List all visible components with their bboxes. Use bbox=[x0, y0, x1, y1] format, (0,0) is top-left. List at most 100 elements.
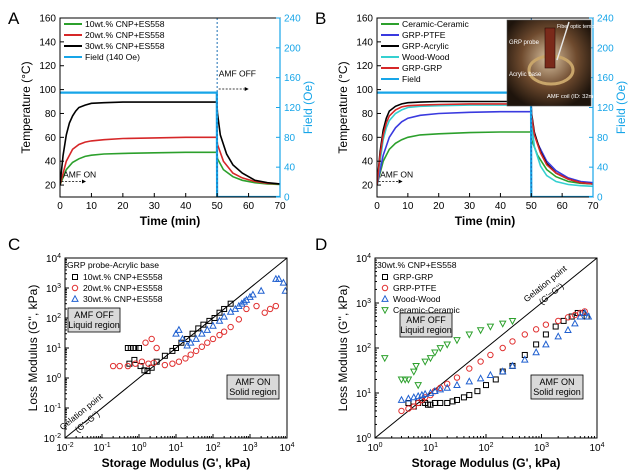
x-tick-label: 30 bbox=[149, 201, 161, 212]
legend-label: Wood-Wood bbox=[393, 294, 441, 304]
data-point-wood-wood bbox=[508, 361, 517, 369]
data-point-10wt-cnp-es558 bbox=[131, 356, 138, 363]
x-tick-label: 70 bbox=[274, 201, 286, 212]
y-tick-label: 104 bbox=[46, 253, 61, 265]
y-tick-label: 140 bbox=[356, 37, 373, 48]
x-tick-label: 0 bbox=[374, 201, 380, 212]
annotation-amf-on: AMF ON bbox=[380, 169, 413, 179]
y-tick-label: 20 bbox=[362, 181, 374, 192]
y2-tick-label: 40 bbox=[284, 163, 296, 174]
series-line-10wt-cnp-es558 bbox=[60, 151, 280, 186]
y2-tick-label: 160 bbox=[284, 73, 301, 84]
data-point-ceramic-ceramic bbox=[465, 331, 474, 339]
amf-off-arrowhead bbox=[244, 87, 249, 92]
data-point-10wt-cnp-es558 bbox=[153, 358, 160, 365]
plot-area bbox=[377, 91, 593, 197]
y-tick-label: 100 bbox=[356, 85, 373, 96]
y2-axis-label: Field (Oe) bbox=[614, 81, 628, 134]
legend-label: GRP-PTFE bbox=[393, 283, 437, 293]
data-point-ceramic-ceramic bbox=[404, 376, 413, 384]
x-tick-label: 30 bbox=[464, 201, 476, 212]
data-point-grp-ptfe bbox=[564, 314, 572, 321]
y-tick-label: 100 bbox=[39, 85, 56, 96]
data-point-grp-ptfe bbox=[437, 384, 444, 392]
data-point-grp-grp bbox=[492, 376, 499, 383]
y-tick-label: 100 bbox=[356, 433, 371, 445]
solid-region-box bbox=[530, 374, 584, 400]
data-point-10wt-cnp-es558 bbox=[161, 352, 168, 359]
liquid-region-title: AMF OFF bbox=[74, 310, 114, 320]
data-point-20wt-cnp-es558 bbox=[142, 339, 149, 346]
inset-label-base: Acrylic base bbox=[509, 72, 542, 78]
data-point-10wt-cnp-es558 bbox=[173, 345, 179, 351]
x-tick-label: 100 bbox=[367, 442, 382, 454]
solid-region-label: Solid region bbox=[229, 387, 277, 397]
data-point-20wt-cnp-es558 bbox=[145, 360, 152, 367]
y-tick-label: 40 bbox=[45, 157, 57, 168]
data-point-10wt-cnp-es558 bbox=[195, 325, 202, 332]
solid-region-label: Solid region bbox=[533, 387, 581, 397]
y2-tick-label: 80 bbox=[597, 133, 609, 144]
fiber-optic-line bbox=[556, 21, 570, 61]
x-axis-label: Time (min) bbox=[140, 214, 200, 228]
data-point-grp-grp bbox=[533, 341, 540, 348]
data-point-wood-wood bbox=[409, 393, 418, 401]
y2-axis-label: Field (Oe) bbox=[301, 81, 315, 134]
x-tick-label: 103 bbox=[534, 442, 549, 454]
y-tick-label: 60 bbox=[45, 133, 57, 144]
data-point-ceramic-ceramic bbox=[412, 363, 420, 371]
y2-tick-label: 160 bbox=[597, 73, 614, 84]
x-axis-label: Time (min) bbox=[455, 214, 515, 228]
x-tick-label: 10-2 bbox=[56, 442, 73, 454]
legend-label: GRP-PTFE bbox=[402, 30, 446, 40]
plot-area bbox=[375, 258, 597, 438]
data-point-20wt-cnp-es558 bbox=[138, 358, 146, 365]
data-point-grp-ptfe bbox=[405, 405, 412, 412]
legend-label: 20wt.% CNP+ES558 bbox=[83, 283, 163, 293]
data-point-grp-ptfe bbox=[555, 317, 562, 325]
panel-D: D 100 101 102 103 104 100 101 102 103 104 Storage M… bbox=[315, 235, 605, 470]
data-point-30wt-cnp-es558 bbox=[237, 299, 246, 307]
data-point-20wt-cnp-es558 bbox=[272, 302, 280, 310]
data-point-ceramic-ceramic bbox=[498, 320, 507, 328]
y2-tick-label: 240 bbox=[284, 14, 301, 25]
solid-region-box bbox=[226, 374, 280, 400]
annotation-amf-off: AMF OFF bbox=[219, 68, 256, 78]
data-point-20wt-cnp-es558 bbox=[175, 358, 183, 365]
data-point-30wt-cnp-es558 bbox=[175, 325, 183, 333]
x-tick-label: 40 bbox=[180, 201, 192, 212]
liquid-region-box bbox=[399, 312, 453, 338]
x-tick-label: 40 bbox=[495, 201, 507, 212]
x-tick-label: 10 bbox=[402, 201, 414, 212]
y-tick-label: 80 bbox=[362, 109, 374, 120]
legend-label: Wood-Wood bbox=[402, 52, 450, 62]
legend-label: GRP-Acrylic bbox=[402, 41, 449, 51]
data-point-20wt-cnp-es558 bbox=[192, 347, 200, 355]
data-point-20wt-cnp-es558 bbox=[150, 359, 157, 367]
data-point-ceramic-ceramic bbox=[508, 318, 517, 326]
solid-region-title: AMF ON bbox=[236, 377, 271, 387]
data-point-ceramic-ceramic bbox=[431, 349, 439, 357]
data-point-20wt-cnp-es558 bbox=[253, 302, 260, 310]
data-point-10wt-cnp-es558 bbox=[216, 309, 223, 316]
data-point-grp-grp bbox=[552, 323, 559, 330]
data-point-10wt-cnp-es558 bbox=[200, 321, 207, 328]
data-point-20wt-cnp-es558 bbox=[132, 360, 139, 367]
data-point-wood-wood bbox=[436, 385, 445, 393]
data-point-ceramic-ceramic bbox=[486, 323, 495, 331]
data-point-20wt-cnp-es558 bbox=[124, 362, 132, 370]
plot-area bbox=[60, 91, 280, 197]
amf-on-arrowhead bbox=[398, 179, 403, 184]
x-tick-label: 100 bbox=[131, 442, 146, 454]
legend-label: 30wt.% CNP+ES558 bbox=[85, 41, 165, 51]
x-tick-label: 60 bbox=[243, 201, 255, 212]
data-point-grp-grp bbox=[466, 392, 473, 399]
data-point-grp-ptfe bbox=[477, 358, 484, 365]
series-line-field-140-oe bbox=[60, 91, 280, 197]
series-line-ceramic-ceramic bbox=[377, 131, 593, 186]
data-point-wood-wood bbox=[397, 395, 406, 403]
data-point-grp-ptfe bbox=[487, 351, 494, 359]
data-point-30wt-cnp-es558 bbox=[178, 334, 187, 342]
probe-shape bbox=[544, 27, 556, 69]
data-point-ceramic-ceramic bbox=[414, 382, 423, 390]
